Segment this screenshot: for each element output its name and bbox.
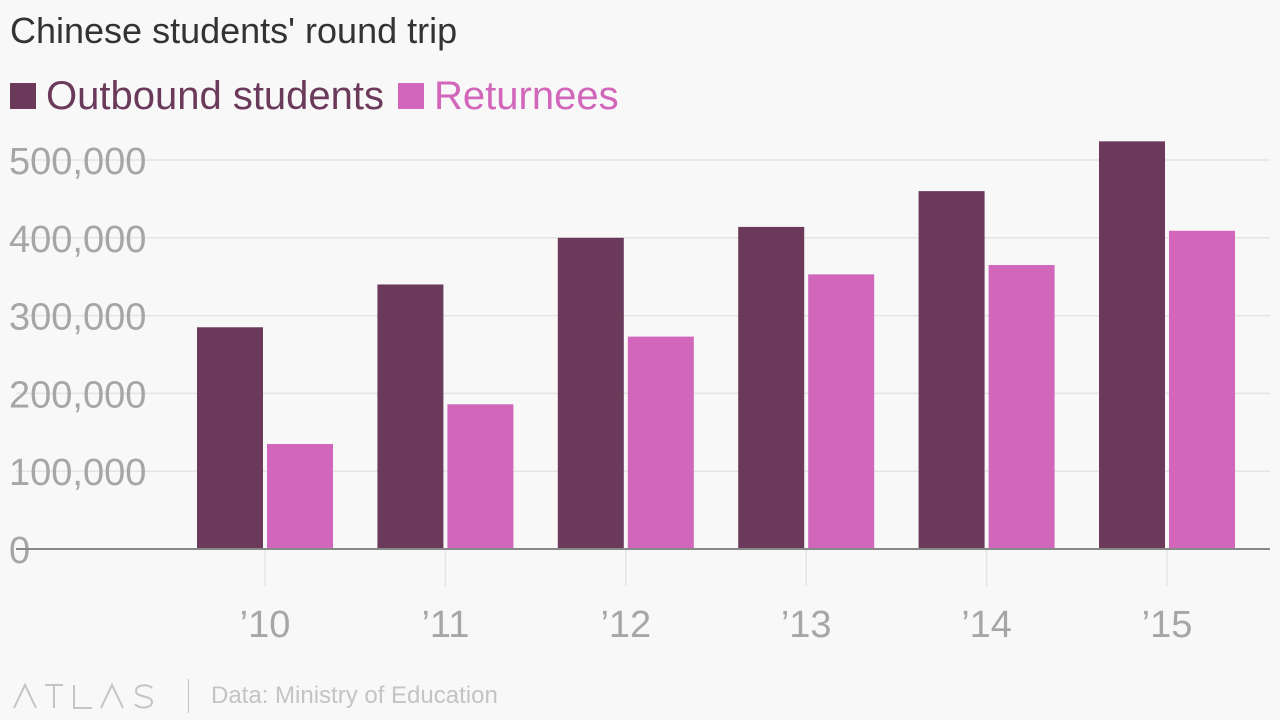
bar-outbound [557,237,624,550]
bar-returnees [1169,230,1235,549]
legend-item-returnees: Returnees [398,74,619,119]
footer-divider [188,679,189,713]
bar-outbound [918,191,985,549]
source-text: Data: Ministry of Education [211,682,498,709]
y-tick-label: 300,000 [9,297,146,339]
bar-returnees [808,274,875,549]
legend: Outbound students Returnees [10,72,619,120]
legend-swatch-returnees [398,83,425,109]
bar-returnees [267,443,333,549]
x-tick-label: ’11 [421,604,469,646]
x-tick-label: ’10 [240,604,291,646]
x-tick-label: ’13 [781,604,832,646]
y-tick-label: 500,000 [9,141,146,183]
atlas-logo-mark [13,682,154,709]
y-tick-label: 200,000 [9,374,146,416]
bar-returnees [627,336,694,549]
footer: Data: Ministry of Education [12,676,498,716]
bar-outbound [738,226,805,549]
atlas-logo [12,681,164,711]
x-tick-label: ’14 [961,604,1012,646]
legend-swatch-outbound [10,83,36,109]
legend-label-returnees: Returnees [434,73,619,118]
chart-title: Chinese students' round trip [10,10,458,51]
bar-outbound [1099,141,1165,549]
bar-outbound [197,327,263,549]
y-tick-label: 100,000 [9,452,146,494]
y-tick-label: 400,000 [9,219,146,261]
y-tick-label: 0 [9,530,30,572]
legend-item-outbound: Outbound students [10,74,384,119]
bar-returnees [447,404,514,549]
bar-chart: 0 100,000 200,000 300,000 400,000 500,000 ’10 ’… [9,141,1270,646]
legend-label-outbound: Outbound students [46,73,385,118]
bar-returnees [988,265,1055,549]
x-tick-label: ’12 [600,604,651,646]
bar-outbound [377,284,444,549]
x-tick-label: ’15 [1142,604,1193,646]
